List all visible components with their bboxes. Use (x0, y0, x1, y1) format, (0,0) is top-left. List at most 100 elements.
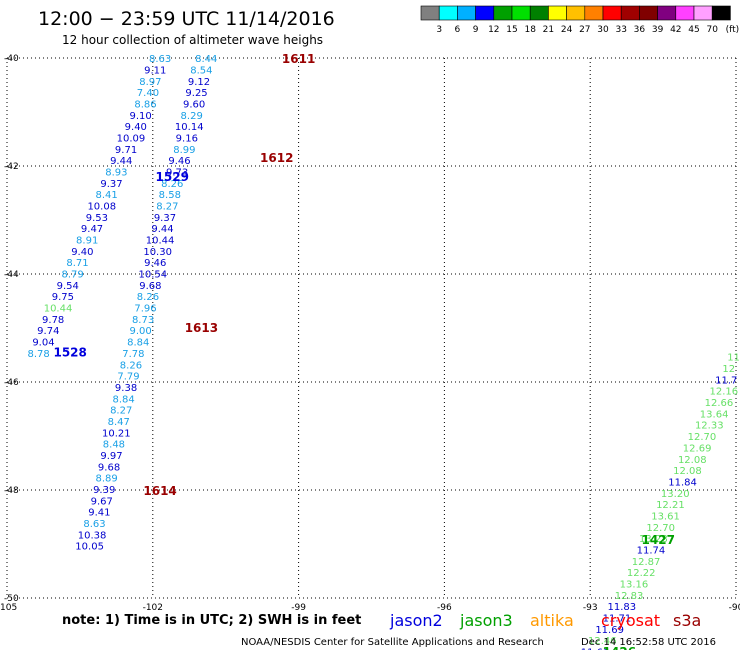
chart-title: 12:00 − 23:59 UTC 11/14/2016 (38, 8, 335, 30)
colorbar-label: 9 (473, 25, 479, 35)
y-tick-label: -44 (4, 270, 19, 280)
swh-value-label: 12.33 (695, 421, 724, 432)
swh-value-label: 8.84 (113, 394, 135, 405)
colorbar-swatch (621, 6, 639, 20)
swh-value-label: 9.46 (144, 258, 166, 269)
swh-value-label: 8.27 (156, 202, 178, 213)
data-marks: 8.448.549.129.259.608.2910.149.168.999.4… (27, 52, 739, 650)
swh-value-label: 10.14 (175, 122, 204, 133)
swh-value-label: 12.08 (678, 455, 707, 466)
swh-value-label: 9.67 (91, 496, 113, 507)
swh-value-label: 9.75 (52, 292, 74, 303)
swh-value-label: 8.48 (103, 440, 125, 451)
swh-value-label: 9.68 (139, 281, 161, 292)
swh-value-label: 9.25 (185, 88, 207, 99)
swh-value-label: 9.44 (110, 156, 132, 167)
swh-value-label: 10.08 (87, 202, 116, 213)
swh-value-label: 13.16 (620, 580, 649, 591)
swh-value-label: 10.09 (117, 133, 146, 144)
colorbar-label: 45 (688, 25, 699, 35)
swh-value-label: 9.53 (86, 213, 108, 224)
swh-value-label: 7.40 (137, 88, 159, 99)
swh-value-label: 9.60 (183, 99, 205, 110)
swh-value-label: 9.38 (115, 383, 137, 394)
swh-value-label: 12.16 (710, 387, 739, 398)
swh-value-label: 8.78 (27, 349, 49, 360)
colorbar-label: 15 (506, 25, 517, 35)
swh-value-label: 9.71 (115, 145, 137, 156)
colorbar-label: 18 (524, 25, 536, 35)
pass-time-label: 1614 (143, 484, 176, 498)
colorbar-swatch (494, 6, 512, 20)
swh-value-label: 10.44 (146, 236, 175, 247)
pass-time-label: 1427 (642, 533, 675, 547)
colorbar-label: 24 (561, 25, 573, 35)
satellite-legend-entry: cryosat (601, 611, 660, 630)
swh-value-label: 7.96 (134, 304, 156, 315)
swh-value-label: 8.26 (120, 360, 142, 371)
swh-value-label: 9.39 (93, 485, 115, 496)
colorbar-swatch (567, 6, 585, 20)
swh-value-label: 8.71 (66, 258, 88, 269)
swh-value-label: 12.83 (615, 591, 644, 602)
satellite-legend-entry: jason3 (459, 611, 513, 630)
swh-value-label: 10.05 (75, 542, 104, 553)
colorbar-label: 12 (488, 25, 499, 35)
colorbar-swatch (476, 6, 494, 20)
swh-value-label: 8.84 (127, 338, 149, 349)
colorbar-label: 70 (706, 25, 718, 35)
axis-ticks: -105 -102 -99 -96 -93 -90 -40 -42 -44 -46 -48 -50 (0, 54, 740, 613)
swh-value-label: 10.21 (102, 428, 131, 439)
colorbar-swatch (439, 6, 457, 20)
colorbar-swatch (639, 6, 657, 20)
pass-time-label: 1611 (282, 52, 315, 66)
colorbar-swatch (694, 6, 712, 20)
swh-value-label: 9.68 (98, 462, 120, 473)
credit-text: NOAA/NESDIS Center for Satellite Applica… (241, 637, 544, 648)
color-scale-legend: 3 6 9 12 15 18 21 24 27 30 33 36 39 42 45 70 (ft) (421, 6, 739, 35)
note-text: note: 1) Time is in UTC; 2) SWH is in fe… (62, 613, 361, 628)
swh-value-label: 8.58 (159, 190, 181, 201)
colorbar-swatch (457, 6, 475, 20)
y-tick-label: -50 (4, 594, 19, 604)
swh-value-label: 10.30 (143, 247, 172, 258)
swh-value-label: 8.27 (110, 406, 132, 417)
colorbar-swatch (512, 6, 530, 20)
swh-value-label: 9.04 (32, 338, 54, 349)
swh-value-label: 8.44 (195, 54, 217, 65)
pass-time-label: 1529 (156, 170, 189, 184)
swh-value-label: 8.63 (83, 519, 105, 530)
colorbar-label: 27 (579, 25, 590, 35)
swh-value-label: 10.54 (138, 270, 167, 281)
y-tick-label: -48 (4, 486, 19, 496)
swh-value-label: 9.12 (188, 77, 210, 88)
swh-value-label: 12.22 (627, 568, 656, 579)
swh-value-label: 8.63 (149, 54, 171, 65)
swh-value-label: 12.70 (688, 432, 717, 443)
swh-value-label: 8.54 (190, 65, 212, 76)
swh-value-label: 12 (722, 364, 735, 375)
swh-value-label: 9.47 (81, 224, 103, 235)
swh-value-label: 8.91 (76, 236, 98, 247)
swh-value-label: 9.00 (130, 326, 152, 337)
swh-value-label: 7.78 (122, 349, 144, 360)
x-tick-label: -105 (0, 603, 17, 613)
satellite-legend-entry: s3a (673, 611, 701, 630)
timestamp-text: Dec 14 16:52:58 UTC 2016 (581, 637, 716, 648)
swh-value-label: 8.26 (137, 292, 159, 303)
y-tick-label: -40 (4, 54, 19, 64)
swh-value-label: 12.66 (705, 398, 734, 409)
y-tick-label: -42 (4, 162, 19, 172)
swh-value-label: 9.74 (37, 326, 59, 337)
swh-value-label: 13.64 (700, 409, 729, 420)
swh-value-label: 8.41 (95, 190, 117, 201)
swh-value-label: 9.37 (100, 179, 122, 190)
swh-value-label: 8.47 (108, 417, 130, 428)
chart-subtitle: 12 hour collection of altimeter wave hei… (62, 33, 323, 47)
swh-value-label: 8.73 (132, 315, 154, 326)
colorbar-swatch (603, 6, 621, 20)
swh-value-label: 12.70 (646, 523, 675, 534)
swh-value-label: 12.21 (656, 500, 685, 511)
colorbar-swatch (658, 6, 676, 20)
swh-value-label: 12.87 (632, 557, 661, 568)
